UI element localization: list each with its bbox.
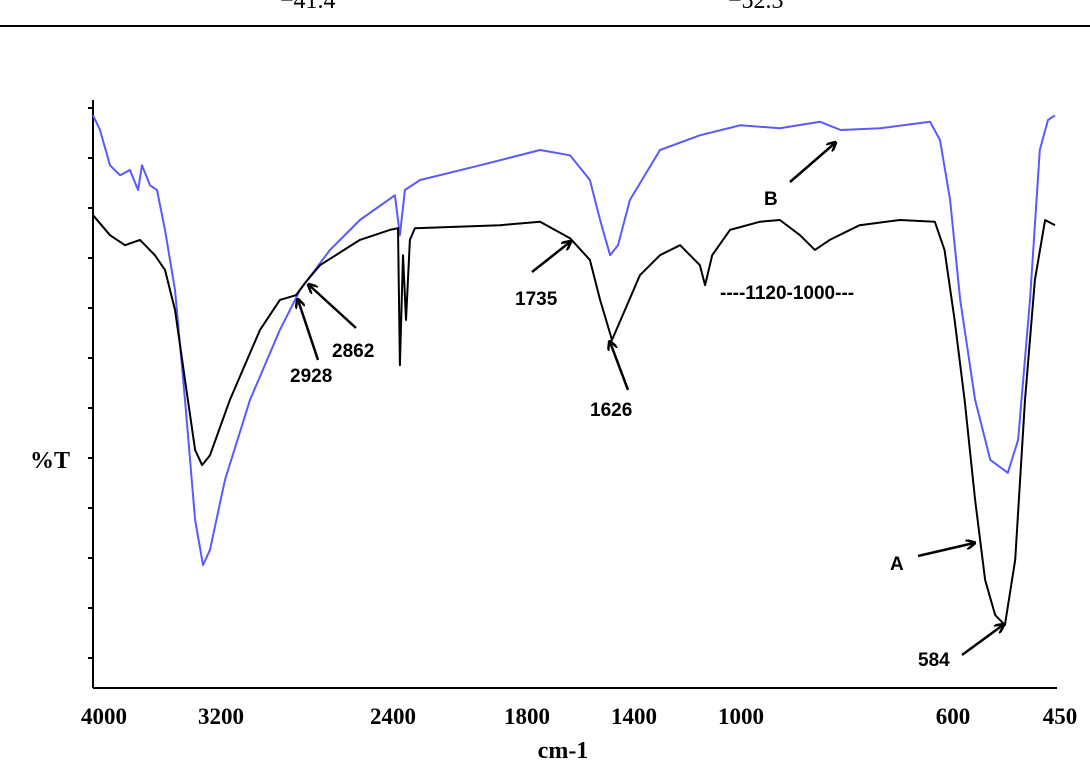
annotation-2928: 2928: [290, 366, 332, 387]
annotation-arrow-B: [789, 143, 835, 183]
header-rule: [0, 25, 1090, 27]
annotation-arrow-584: [961, 625, 1003, 657]
annotation-B: B: [764, 189, 778, 210]
x-tick-label: 1400: [611, 704, 657, 729]
annotation-2862: 2862: [332, 341, 374, 362]
x-tick-label: 3200: [198, 704, 244, 729]
x-tick-label: 4000: [81, 704, 127, 729]
series-line-B: [92, 114, 1056, 567]
header-value-2: −52.3: [728, 0, 784, 14]
x-tick-label: 600: [936, 704, 971, 729]
annotation-arrow-2928: [298, 300, 320, 361]
x-tick-label: 1000: [718, 704, 764, 729]
header-value-1: −41.4: [280, 0, 336, 14]
x-tick-label: 450: [1043, 704, 1078, 729]
x-tick-label: 2400: [370, 704, 416, 729]
annotation-arrow-A: [917, 543, 974, 558]
annotation-1120-1000: ----1120-1000---: [720, 283, 854, 304]
annotation-1626: 1626: [590, 400, 632, 421]
annotation-A: A: [890, 554, 904, 575]
x-tick-label: 1800: [504, 704, 550, 729]
annotation-arrow-1735: [531, 242, 570, 273]
x-axis-title: cm-1: [538, 738, 589, 764]
y-axis-title: %T: [30, 448, 70, 474]
annotation-arrow-1626: [610, 342, 630, 391]
annotation-arrow-2862: [309, 285, 357, 329]
annotation-1735: 1735: [515, 289, 558, 310]
annotation-584: 584: [918, 650, 950, 671]
series-line-A: [92, 214, 1056, 627]
